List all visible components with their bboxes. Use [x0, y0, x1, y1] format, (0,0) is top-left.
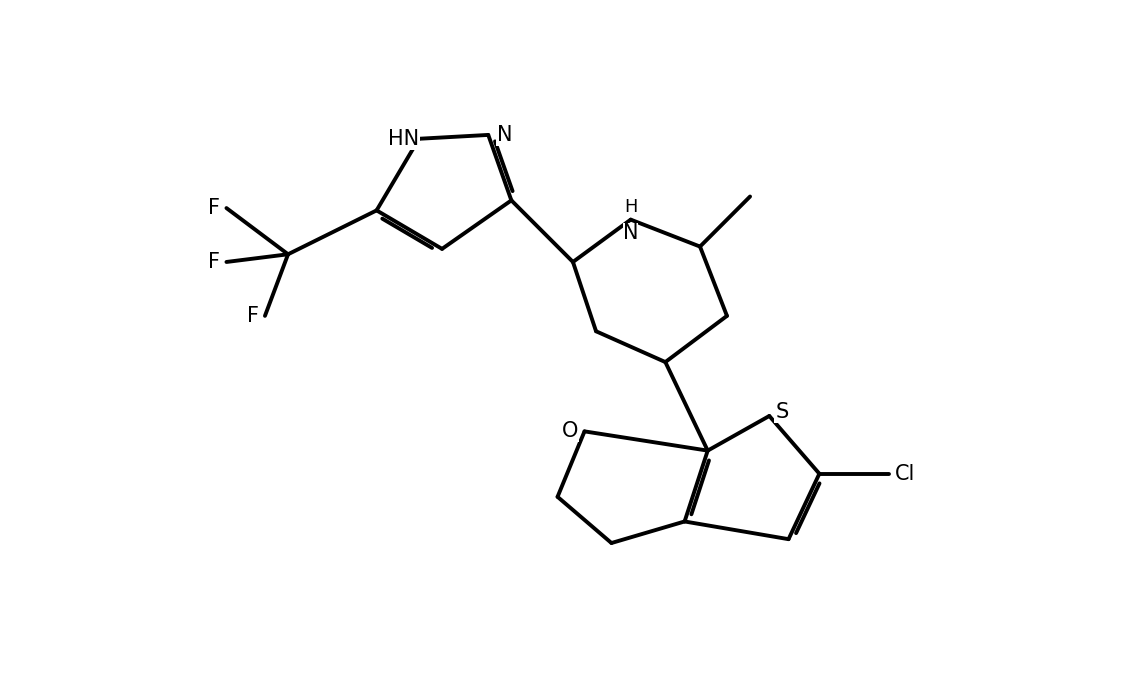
Text: HN: HN	[388, 129, 419, 149]
Text: F: F	[208, 252, 220, 272]
Text: Cl: Cl	[895, 464, 915, 484]
Text: O: O	[562, 421, 578, 442]
Text: N: N	[622, 224, 638, 244]
Text: N: N	[498, 125, 513, 145]
Text: F: F	[247, 306, 259, 326]
Text: H: H	[624, 197, 637, 216]
Text: F: F	[208, 198, 220, 218]
Text: S: S	[775, 402, 789, 422]
